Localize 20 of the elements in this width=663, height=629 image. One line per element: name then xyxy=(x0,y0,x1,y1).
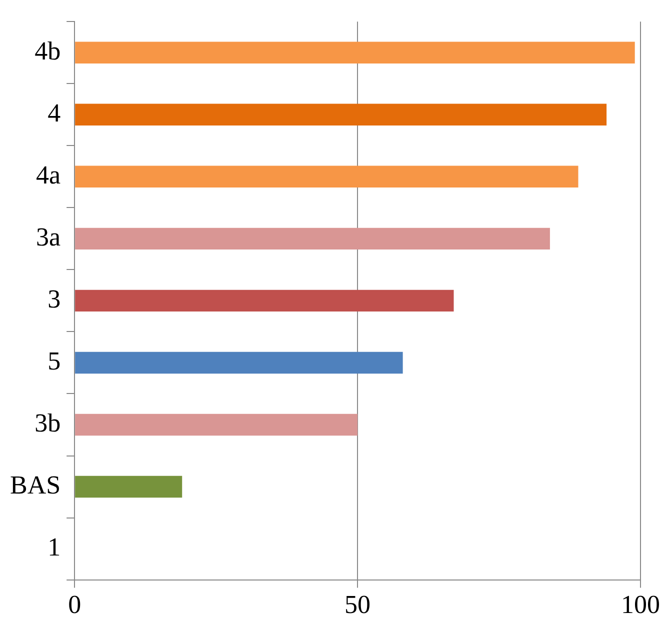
y-tick-label: 3b xyxy=(34,408,61,438)
y-tick-label: 1 xyxy=(48,532,61,562)
bar xyxy=(75,476,182,498)
bar xyxy=(75,166,578,188)
y-tick-label: 3 xyxy=(48,284,61,314)
bar xyxy=(75,104,607,126)
y-tick-label: BAS xyxy=(10,470,61,500)
bar xyxy=(75,228,550,250)
y-tick-label: 4 xyxy=(48,98,61,128)
x-tick-label: 0 xyxy=(68,590,82,620)
y-tick-label: 4a xyxy=(36,160,62,190)
bar xyxy=(75,414,358,436)
bar xyxy=(75,290,454,312)
y-tick-label: 4b xyxy=(34,36,61,66)
bar xyxy=(75,42,635,64)
y-tick-label: 5 xyxy=(48,346,61,376)
y-tick-label: 3a xyxy=(36,222,62,252)
x-tick-label: 50 xyxy=(344,590,371,620)
x-tick-label: 100 xyxy=(621,590,660,620)
bar xyxy=(75,352,403,374)
